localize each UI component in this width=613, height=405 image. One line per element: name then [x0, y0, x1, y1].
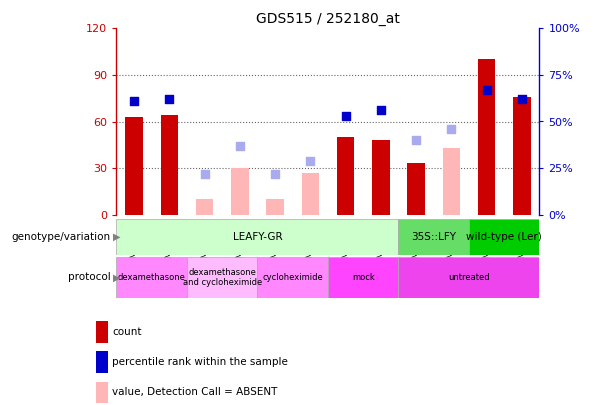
- Bar: [372, 140, 390, 215]
- Text: LEAFY-GR: LEAFY-GR: [233, 232, 282, 242]
- Text: untreated: untreated: [448, 273, 490, 282]
- Text: percentile rank within the sample: percentile rank within the sample: [112, 357, 288, 367]
- Bar: [398, 257, 539, 298]
- Text: cycloheximide: cycloheximide: [262, 273, 323, 282]
- Bar: [266, 199, 284, 215]
- Text: 35S::LFY: 35S::LFY: [411, 232, 456, 242]
- Text: dexamethasone: dexamethasone: [118, 273, 186, 282]
- Point: [129, 98, 139, 104]
- Text: genotype/variation: genotype/variation: [11, 232, 110, 242]
- Bar: [302, 173, 319, 215]
- Point: [341, 113, 351, 119]
- Bar: [187, 257, 257, 298]
- Bar: [478, 60, 495, 215]
- Point: [305, 158, 315, 164]
- Text: dexamethasone
and cycloheximide: dexamethasone and cycloheximide: [183, 268, 262, 287]
- Text: ▶: ▶: [113, 232, 121, 242]
- Point: [164, 96, 174, 102]
- Bar: [513, 97, 531, 215]
- Text: value, Detection Call = ABSENT: value, Detection Call = ABSENT: [112, 388, 278, 397]
- Point: [517, 96, 527, 102]
- Bar: [337, 137, 354, 215]
- Bar: [469, 219, 539, 255]
- Text: ▶: ▶: [113, 273, 121, 282]
- Bar: [398, 219, 469, 255]
- Point: [411, 137, 421, 143]
- Text: count: count: [112, 327, 142, 337]
- Bar: [161, 115, 178, 215]
- Bar: [407, 163, 425, 215]
- Point: [235, 143, 245, 149]
- Title: GDS515 / 252180_at: GDS515 / 252180_at: [256, 12, 400, 26]
- Bar: [116, 257, 187, 298]
- Bar: [328, 257, 398, 298]
- Bar: [96, 321, 108, 343]
- Point: [270, 171, 280, 177]
- Bar: [196, 199, 213, 215]
- Bar: [257, 257, 328, 298]
- Text: wild-type (Ler): wild-type (Ler): [466, 232, 542, 242]
- Point: [376, 107, 386, 113]
- Point: [446, 126, 456, 132]
- Bar: [125, 117, 143, 215]
- Text: protocol: protocol: [67, 273, 110, 282]
- Bar: [96, 382, 108, 403]
- Text: mock: mock: [352, 273, 375, 282]
- Bar: [116, 219, 398, 255]
- Bar: [231, 168, 249, 215]
- Point: [482, 87, 492, 93]
- Bar: [443, 148, 460, 215]
- Point: [200, 171, 210, 177]
- Bar: [96, 351, 108, 373]
